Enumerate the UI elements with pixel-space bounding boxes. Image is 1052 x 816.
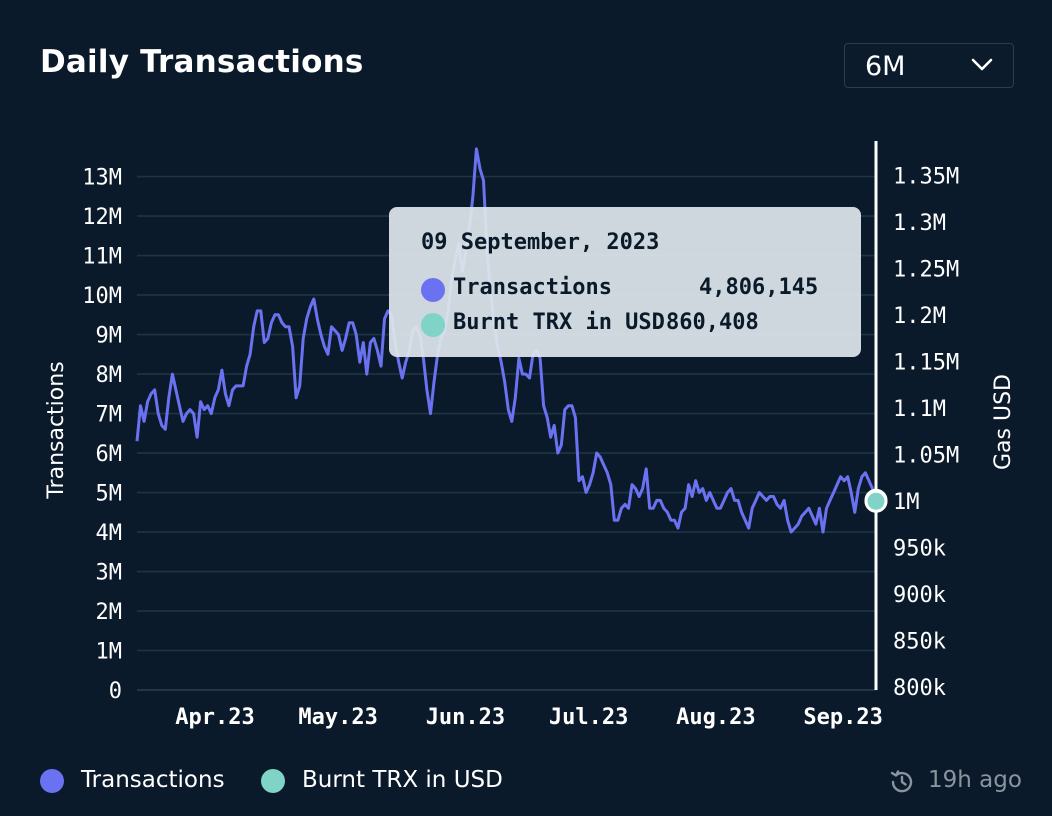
y-right-axis-title: Gas USD [991, 374, 1016, 470]
y-right-tick: 1.3M [893, 211, 946, 236]
y-right-tick: 950k [893, 537, 946, 562]
chart: 0 1M 2M 3M 4M 5M 6M 7M 8M 9M 10M 11M 12M 13M 800k 850k 9… [44, 141, 1016, 730]
y-right-tick: 850k [893, 630, 946, 655]
y-right-tick: 1.25M [893, 258, 959, 283]
y-left-axis-title: Transactions [44, 361, 69, 499]
y-left-tick: 7M [96, 403, 123, 428]
chevron-down-icon [971, 58, 993, 71]
y-right-tick: 1.2M [893, 304, 946, 329]
y-right-tick: 1.15M [893, 351, 959, 376]
series-line-transactions [135, 147, 878, 534]
y-left-tick: 1M [96, 640, 123, 665]
y-left-tick: 12M [82, 205, 122, 230]
y-left-tick: 2M [96, 600, 123, 625]
y-left-tick: 9M [96, 324, 123, 349]
tooltip-value: 4,806,145 [699, 275, 819, 300]
x-tick: Sep.23 [803, 705, 882, 730]
tooltip-value: 860,408 [666, 310, 759, 335]
legend-item-burnt[interactable]: Burnt TRX in USD [261, 766, 511, 800]
legend-label: Transactions [81, 767, 225, 793]
transactions-swatch [421, 278, 445, 302]
legend-label: Burnt TRX in USD [302, 767, 503, 793]
x-tick: Aug.23 [676, 705, 755, 730]
legend-item-transactions[interactable]: Transactions [40, 766, 240, 800]
x-tick: Apr.23 [175, 705, 254, 730]
transactions-legend-swatch [40, 769, 64, 793]
y-left-tick: 13M [82, 166, 122, 191]
tooltip-row-burnt: Burnt TRX in USD 860,408 [421, 310, 841, 340]
y-right-tick: 1.1M [893, 397, 946, 422]
last-updated: 19h ago [888, 766, 1022, 800]
page-title: Daily Transactions [40, 44, 364, 80]
range-select[interactable]: 6M [844, 43, 1014, 88]
y-left-tick: 8M [96, 363, 123, 388]
range-select-value: 6M [865, 51, 906, 82]
chart-tooltip: 09 September, 2023 Transactions 4,806,14… [389, 207, 861, 357]
y-right-tick: 800k [893, 676, 946, 701]
y-left-tick: 0 [109, 679, 122, 704]
hover-point-burnt [864, 489, 888, 513]
x-tick: Jul.23 [549, 705, 628, 730]
tooltip-label: Burnt TRX in USD [453, 310, 665, 335]
y-right-tick: 1.35M [893, 165, 959, 190]
y-left-tick: 11M [82, 245, 122, 270]
y-left-tick: 10M [82, 284, 122, 309]
y-left-tick: 4M [96, 521, 123, 546]
last-updated-text: 19h ago [928, 767, 1022, 793]
x-tick: May.23 [298, 705, 377, 730]
burnt-legend-swatch [261, 769, 285, 793]
y-left-tick: 3M [96, 561, 123, 586]
tooltip-label: Transactions [453, 275, 612, 300]
y-right-tick: 900k [893, 583, 946, 608]
tooltip-row-transactions: Transactions 4,806,145 [421, 275, 841, 305]
y-right-tick: 1M [893, 490, 920, 515]
x-tick: Jun.23 [426, 705, 505, 730]
tooltip-date: 09 September, 2023 [421, 230, 660, 255]
y-left-tick: 5M [96, 482, 123, 507]
y-right-tick: 1.05M [893, 444, 959, 469]
burnt-swatch [421, 313, 445, 337]
history-clock-icon [890, 770, 913, 793]
y-left-tick: 6M [96, 442, 123, 467]
